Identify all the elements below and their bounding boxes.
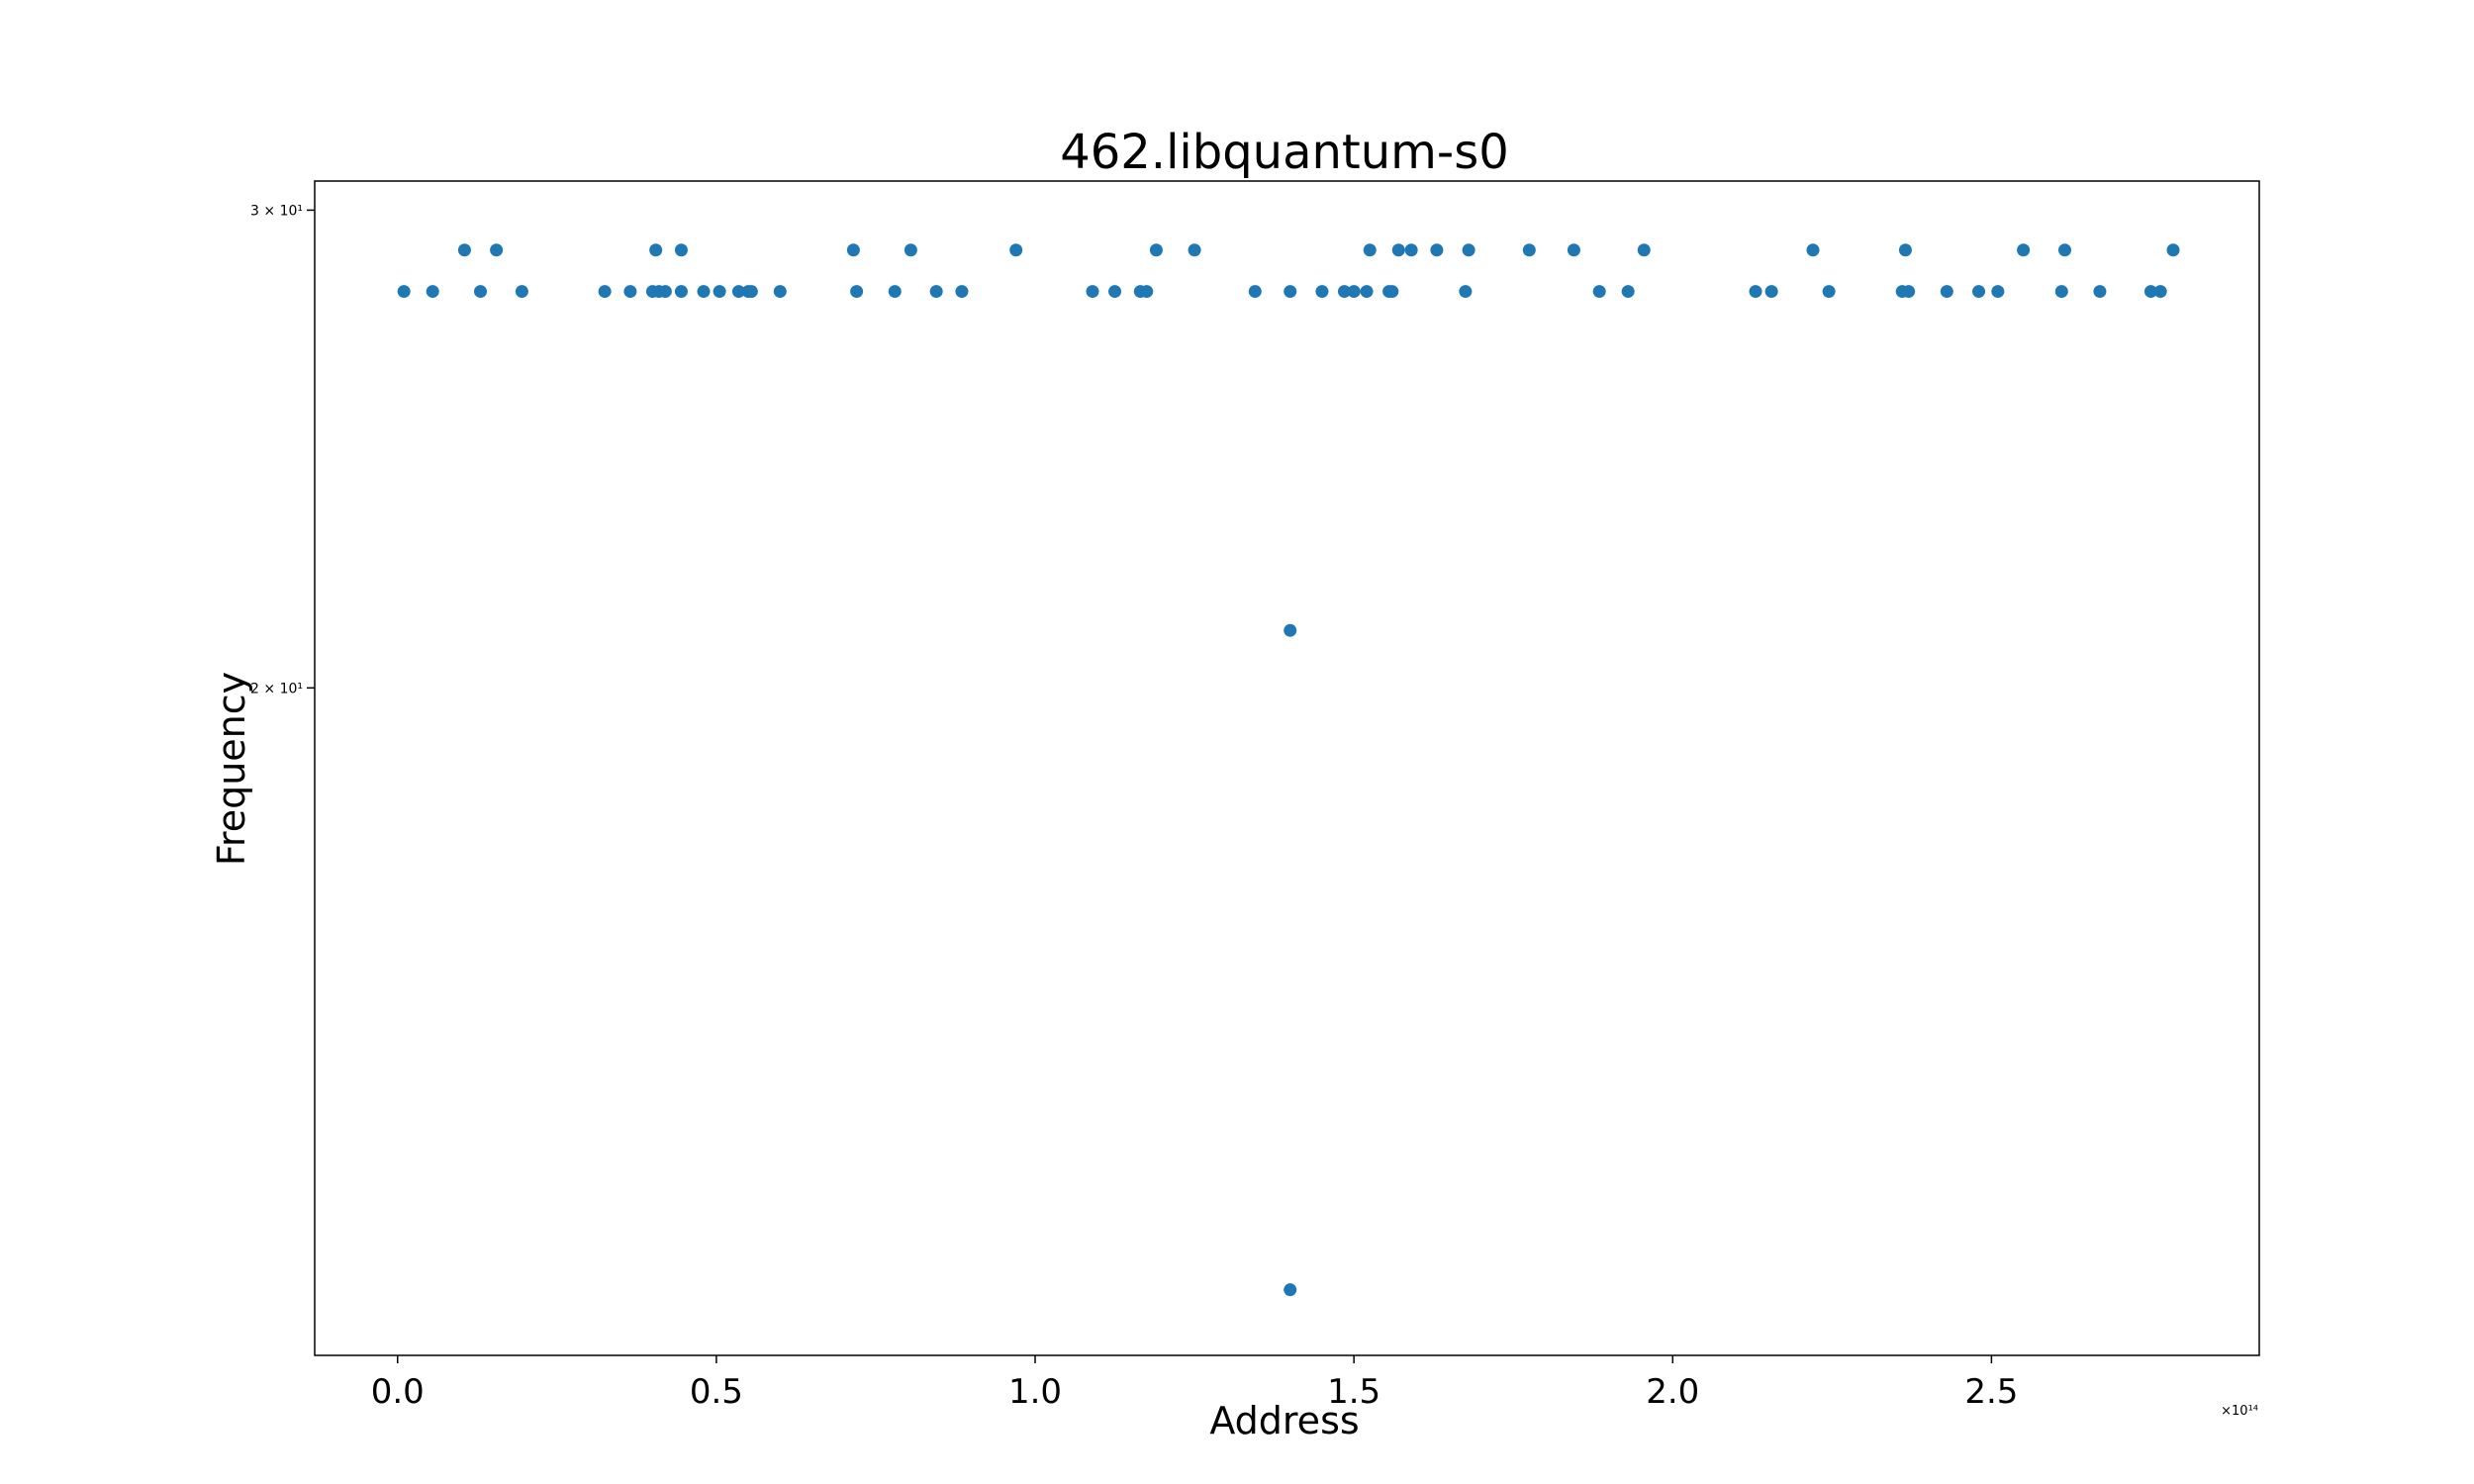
data-point [1086,285,1099,299]
x-axis-offset-label: ×10¹⁴ [2221,1404,2258,1419]
x-axis-label: Address [1209,1399,1359,1442]
y-tick-label: 3 × 10¹ [250,203,303,219]
data-point [1898,243,1912,257]
data-point [1522,243,1536,257]
x-tick-label: 1.5 [1327,1372,1380,1412]
data-point [2058,243,2071,257]
data-point [1637,243,1651,257]
x-tick-label: 2.5 [1964,1372,2018,1412]
data-point [1972,285,1986,299]
x-tick-label: 2.0 [1646,1372,1699,1412]
data-point [658,285,672,299]
data-point [649,243,663,257]
data-point [744,285,758,299]
data-point [674,285,688,299]
data-point [1385,285,1399,299]
data-point [1284,285,1297,299]
data-point [1337,285,1351,299]
chart-title: 462.libquantum-s0 [1060,125,1509,180]
data-point [2143,285,2157,299]
data-point [1315,285,1329,299]
data-point [955,285,969,299]
data-point [1902,285,1916,299]
data-point [731,285,745,299]
data-point [1149,243,1163,257]
data-point [1462,243,1475,257]
data-point [1940,285,1953,299]
y-axis: 2 × 10¹ 3 × 10¹ [250,203,315,696]
x-tick-label: 0.5 [690,1372,743,1412]
data-point [1764,285,1778,299]
data-point [2093,285,2107,299]
data-point [850,285,864,299]
data-point [2166,243,2180,257]
data-point [1567,243,1580,257]
data-point [426,285,439,299]
x-tick-label: 0.0 [371,1372,425,1412]
data-point [1592,285,1606,299]
data-point [2017,243,2031,257]
data-point [904,243,917,257]
data-point [1363,243,1377,257]
x-tick-label: 1.0 [1008,1372,1062,1412]
x-axis: 0.0 0.5 1.0 1.5 2.0 2.5 [371,1355,2018,1412]
data-points [397,243,2180,1297]
data-point [846,243,860,257]
data-point [457,243,471,257]
data-point [397,285,411,299]
data-point [929,285,943,299]
data-point [1140,285,1154,299]
data-point [713,285,726,299]
data-point [1284,1283,1297,1297]
data-point [773,285,787,299]
data-point [1248,285,1262,299]
data-point [1404,243,1418,257]
data-point [515,285,528,299]
plot-area-frame [314,180,2260,1356]
data-point [1360,285,1374,299]
data-point [1009,243,1023,257]
data-point [674,243,688,257]
data-point [1391,243,1405,257]
data-point [1188,243,1201,257]
data-point [2153,285,2167,299]
y-axis-label: Frequency [210,672,253,866]
data-point [1347,285,1361,299]
data-point [888,285,902,299]
data-point [1430,243,1444,257]
data-point [1991,285,2005,299]
data-point [1621,285,1635,299]
data-point [1284,623,1297,637]
data-point [697,285,711,299]
data-point [2054,285,2068,299]
data-point [1459,285,1473,299]
data-point [474,285,488,299]
data-point [1749,285,1762,299]
data-point [623,285,637,299]
data-point [598,285,612,299]
data-point [1822,285,1836,299]
y-tick-label: 2 × 10¹ [250,681,303,696]
data-point [490,243,504,257]
data-point [1108,285,1122,299]
data-point [1806,243,1820,257]
